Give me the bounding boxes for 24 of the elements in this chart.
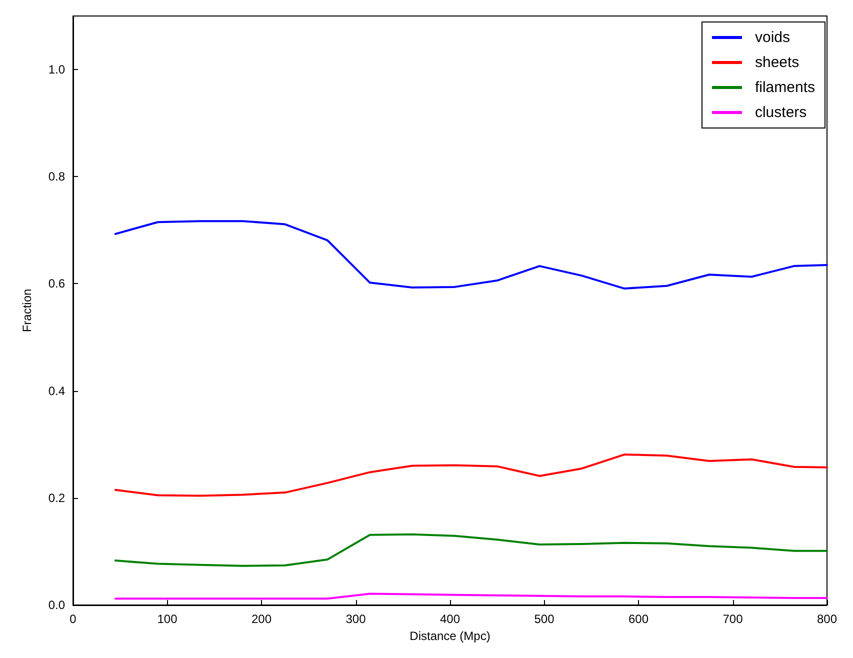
legend-label: filaments <box>754 79 816 96</box>
legend-label: clusters <box>754 104 807 121</box>
x-tick-label: 200 <box>251 612 272 626</box>
y-tick-label: 0.4 <box>48 384 66 398</box>
y-tick-label: 0.6 <box>48 276 66 291</box>
x-tick-label: 800 <box>816 612 838 626</box>
x-tick-label: 400 <box>440 612 460 626</box>
line-series <box>114 533 828 567</box>
x-tick-label: 100 <box>157 612 178 626</box>
x-tick-label: 300 <box>346 612 366 626</box>
y-tick-label: 0.0 <box>48 598 66 612</box>
legend-label: voids <box>754 29 790 46</box>
x-tick-label: 0 <box>70 612 77 626</box>
x-axis-title: Distance (Mpc) <box>410 628 490 643</box>
legend-label: sheets <box>754 54 800 71</box>
x-tick-label: 500 <box>534 612 555 626</box>
y-tick-label: 0.8 <box>48 170 66 184</box>
y-tick-label: 0.2 <box>48 490 66 505</box>
x-tick-label: 700 <box>722 612 744 626</box>
x-tick-label: 600 <box>628 612 649 626</box>
y-axis-title: Fraction <box>20 288 34 332</box>
y-tick-label: 1.0 <box>48 62 66 77</box>
line-series <box>114 454 828 497</box>
line-series <box>114 220 828 290</box>
